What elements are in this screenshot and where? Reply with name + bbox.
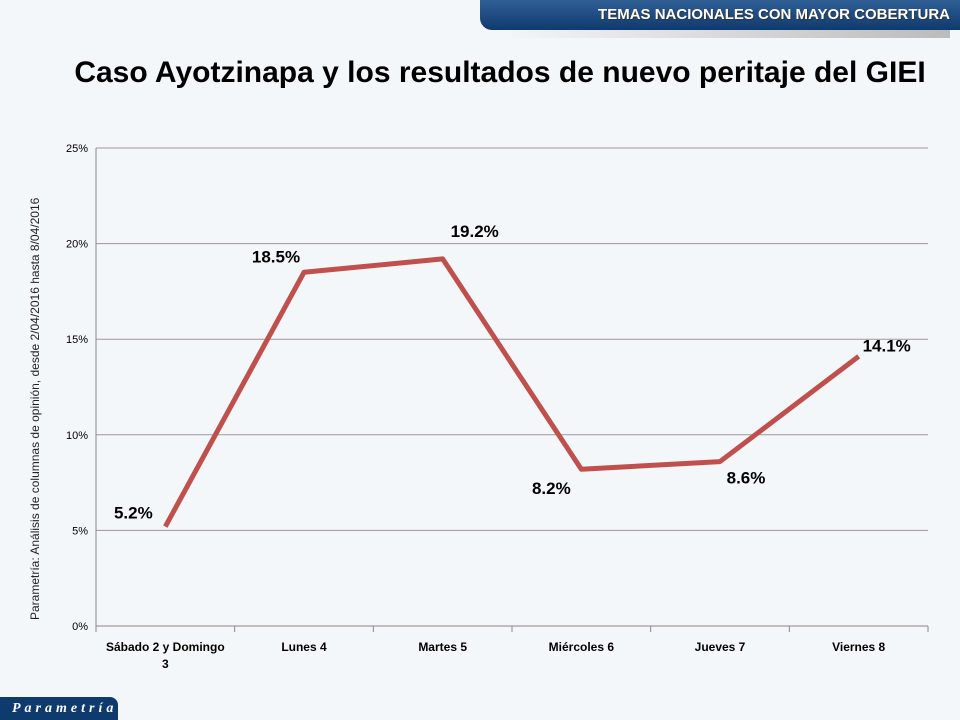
data-label: 14.1%: [863, 336, 911, 355]
y-tick-label: 20%: [66, 239, 88, 251]
x-tick-label: Sábado 2 y Domingo: [106, 640, 225, 654]
x-tick-label: Martes 5: [418, 640, 467, 654]
data-line: [163, 256, 861, 528]
section-banner: TEMAS NACIONALES CON MAYOR COBERTURA: [480, 0, 960, 30]
data-label: 19.2%: [451, 222, 499, 241]
x-tick-label: Lunes 4: [281, 640, 327, 654]
y-tick-label: 25%: [66, 143, 88, 155]
y-tick-label: 15%: [66, 334, 88, 346]
x-tick-label: Jueves 7: [695, 640, 746, 654]
y-tick-label: 0%: [72, 621, 88, 633]
parametria-logo: Parametría: [0, 697, 118, 720]
x-tick-label: 3: [162, 657, 169, 671]
x-tick-label: Viernes 8: [832, 640, 885, 654]
data-label: 18.5%: [252, 247, 300, 266]
data-label: 5.2%: [114, 504, 153, 523]
data-label: 8.2%: [532, 479, 571, 498]
data-label: 8.6%: [727, 469, 766, 488]
chart-title: Caso Ayotzinapa y los resultados de nuev…: [74, 56, 926, 89]
banner-shadow: [500, 30, 950, 38]
x-tick-label: Miércoles 6: [549, 640, 615, 654]
y-tick-label: 5%: [72, 525, 88, 537]
y-tick-label: 10%: [66, 430, 88, 442]
